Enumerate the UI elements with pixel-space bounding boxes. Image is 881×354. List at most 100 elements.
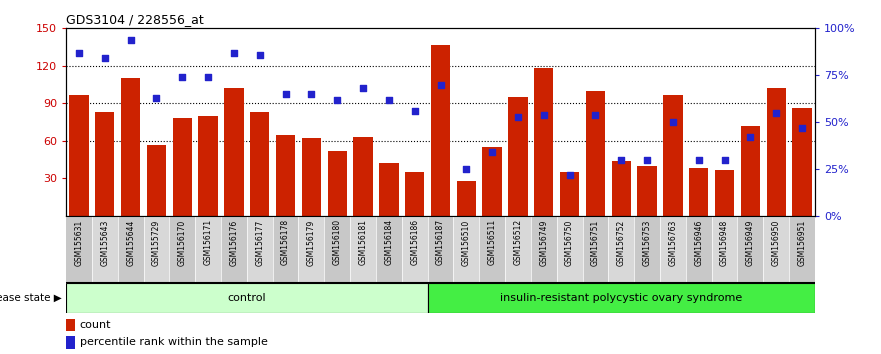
Bar <box>663 95 683 216</box>
Bar <box>66 216 92 283</box>
Bar <box>557 216 582 283</box>
Bar <box>427 216 454 283</box>
Text: GSM156948: GSM156948 <box>720 219 729 266</box>
Bar <box>198 116 218 216</box>
Bar <box>792 108 811 216</box>
Bar <box>689 169 708 216</box>
Bar <box>741 126 760 216</box>
Point <box>537 112 551 118</box>
Bar <box>276 135 295 216</box>
Text: count: count <box>79 320 111 330</box>
Bar <box>685 216 712 283</box>
Bar <box>95 112 115 216</box>
Point <box>589 112 603 118</box>
Bar <box>712 216 737 283</box>
Bar <box>144 216 169 283</box>
Point <box>72 50 86 56</box>
Text: GSM156180: GSM156180 <box>333 219 342 266</box>
Bar <box>225 88 244 216</box>
Bar <box>301 138 321 216</box>
Point <box>253 52 267 57</box>
Point <box>640 157 654 162</box>
Bar <box>221 216 247 283</box>
Bar <box>121 78 140 216</box>
Bar <box>586 91 605 216</box>
Bar <box>534 68 553 216</box>
Bar <box>92 216 118 283</box>
Point <box>511 114 525 119</box>
Bar <box>427 283 815 313</box>
Text: GSM156510: GSM156510 <box>462 219 470 266</box>
Bar <box>173 118 192 216</box>
Text: GSM156750: GSM156750 <box>565 219 574 266</box>
Point <box>485 149 500 155</box>
Bar <box>402 216 427 283</box>
Point <box>563 172 577 177</box>
Bar <box>196 216 221 283</box>
Bar <box>299 216 324 283</box>
Bar <box>505 216 531 283</box>
Text: GSM155729: GSM155729 <box>152 219 161 266</box>
Bar <box>118 216 144 283</box>
Bar <box>66 336 75 349</box>
Bar <box>531 216 557 283</box>
Bar <box>611 161 631 216</box>
Point <box>175 74 189 80</box>
Point <box>278 91 292 97</box>
Bar <box>324 216 350 283</box>
Text: GSM156170: GSM156170 <box>178 219 187 266</box>
Text: GSM156752: GSM156752 <box>617 219 626 266</box>
Point <box>381 97 396 102</box>
Point <box>769 110 783 115</box>
Bar <box>66 319 75 331</box>
Text: GSM156171: GSM156171 <box>204 219 212 266</box>
Point <box>304 91 318 97</box>
Text: GSM156950: GSM156950 <box>772 219 781 266</box>
Bar <box>560 172 580 216</box>
Bar <box>353 137 373 216</box>
Text: GSM156946: GSM156946 <box>694 219 703 266</box>
Text: percentile rank within the sample: percentile rank within the sample <box>79 337 268 347</box>
Point <box>330 97 344 102</box>
Text: GSM156951: GSM156951 <box>797 219 806 266</box>
Text: disease state ▶: disease state ▶ <box>0 293 62 303</box>
Bar <box>431 45 450 216</box>
Bar <box>169 216 196 283</box>
Point <box>692 157 706 162</box>
Bar <box>714 170 734 216</box>
Bar <box>582 216 609 283</box>
Text: GDS3104 / 228556_at: GDS3104 / 228556_at <box>66 13 204 26</box>
Bar <box>247 216 272 283</box>
Point <box>98 56 112 61</box>
Bar <box>66 283 427 313</box>
Bar <box>479 216 505 283</box>
Point <box>717 157 731 162</box>
Bar <box>405 172 425 216</box>
Point <box>201 74 215 80</box>
Bar <box>272 216 299 283</box>
Point <box>123 37 137 42</box>
Point <box>433 82 448 87</box>
Point <box>459 166 473 172</box>
Text: GSM156949: GSM156949 <box>746 219 755 266</box>
Bar <box>456 181 476 216</box>
Bar <box>737 216 763 283</box>
Point <box>227 50 241 56</box>
Text: GSM155643: GSM155643 <box>100 219 109 266</box>
Text: GSM156186: GSM156186 <box>411 219 419 266</box>
Bar <box>660 216 685 283</box>
Text: GSM156177: GSM156177 <box>255 219 264 266</box>
Point <box>356 86 370 91</box>
Text: control: control <box>227 293 266 303</box>
Text: GSM156181: GSM156181 <box>359 219 367 265</box>
Bar <box>763 216 789 283</box>
Text: GSM156184: GSM156184 <box>384 219 393 266</box>
Bar <box>70 95 89 216</box>
Text: GSM156753: GSM156753 <box>642 219 652 266</box>
Bar <box>766 88 786 216</box>
Point <box>150 95 164 101</box>
Bar <box>508 97 528 216</box>
Point <box>614 157 628 162</box>
Bar <box>634 216 660 283</box>
Text: GSM156187: GSM156187 <box>436 219 445 266</box>
